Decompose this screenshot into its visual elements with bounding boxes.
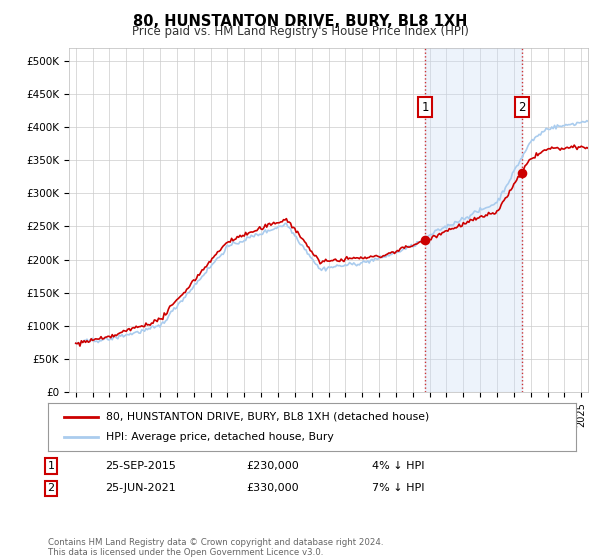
Text: 1: 1 [421, 101, 429, 114]
Point [420, 235, 430, 244]
Text: 4% ↓ HPI: 4% ↓ HPI [372, 461, 425, 471]
Text: 80, HUNSTANTON DRIVE, BURY, BL8 1XH (detached house): 80, HUNSTANTON DRIVE, BURY, BL8 1XH (det… [106, 412, 430, 422]
Text: HPI: Average price, detached house, Bury: HPI: Average price, detached house, Bury [106, 432, 334, 442]
Text: 7% ↓ HPI: 7% ↓ HPI [372, 483, 425, 493]
Text: £230,000: £230,000 [246, 461, 299, 471]
Bar [425, 48, 522, 392]
Text: 25-SEP-2015: 25-SEP-2015 [105, 461, 176, 471]
Text: £330,000: £330,000 [246, 483, 299, 493]
Text: 1: 1 [47, 461, 55, 471]
Text: Price paid vs. HM Land Registry's House Price Index (HPI): Price paid vs. HM Land Registry's House … [131, 25, 469, 38]
Text: Contains HM Land Registry data © Crown copyright and database right 2024.
This d: Contains HM Land Registry data © Crown c… [48, 538, 383, 557]
Point [517, 169, 527, 178]
Text: 2: 2 [47, 483, 55, 493]
Text: 2: 2 [518, 101, 526, 114]
Text: 25-JUN-2021: 25-JUN-2021 [105, 483, 176, 493]
Text: 80, HUNSTANTON DRIVE, BURY, BL8 1XH: 80, HUNSTANTON DRIVE, BURY, BL8 1XH [133, 14, 467, 29]
